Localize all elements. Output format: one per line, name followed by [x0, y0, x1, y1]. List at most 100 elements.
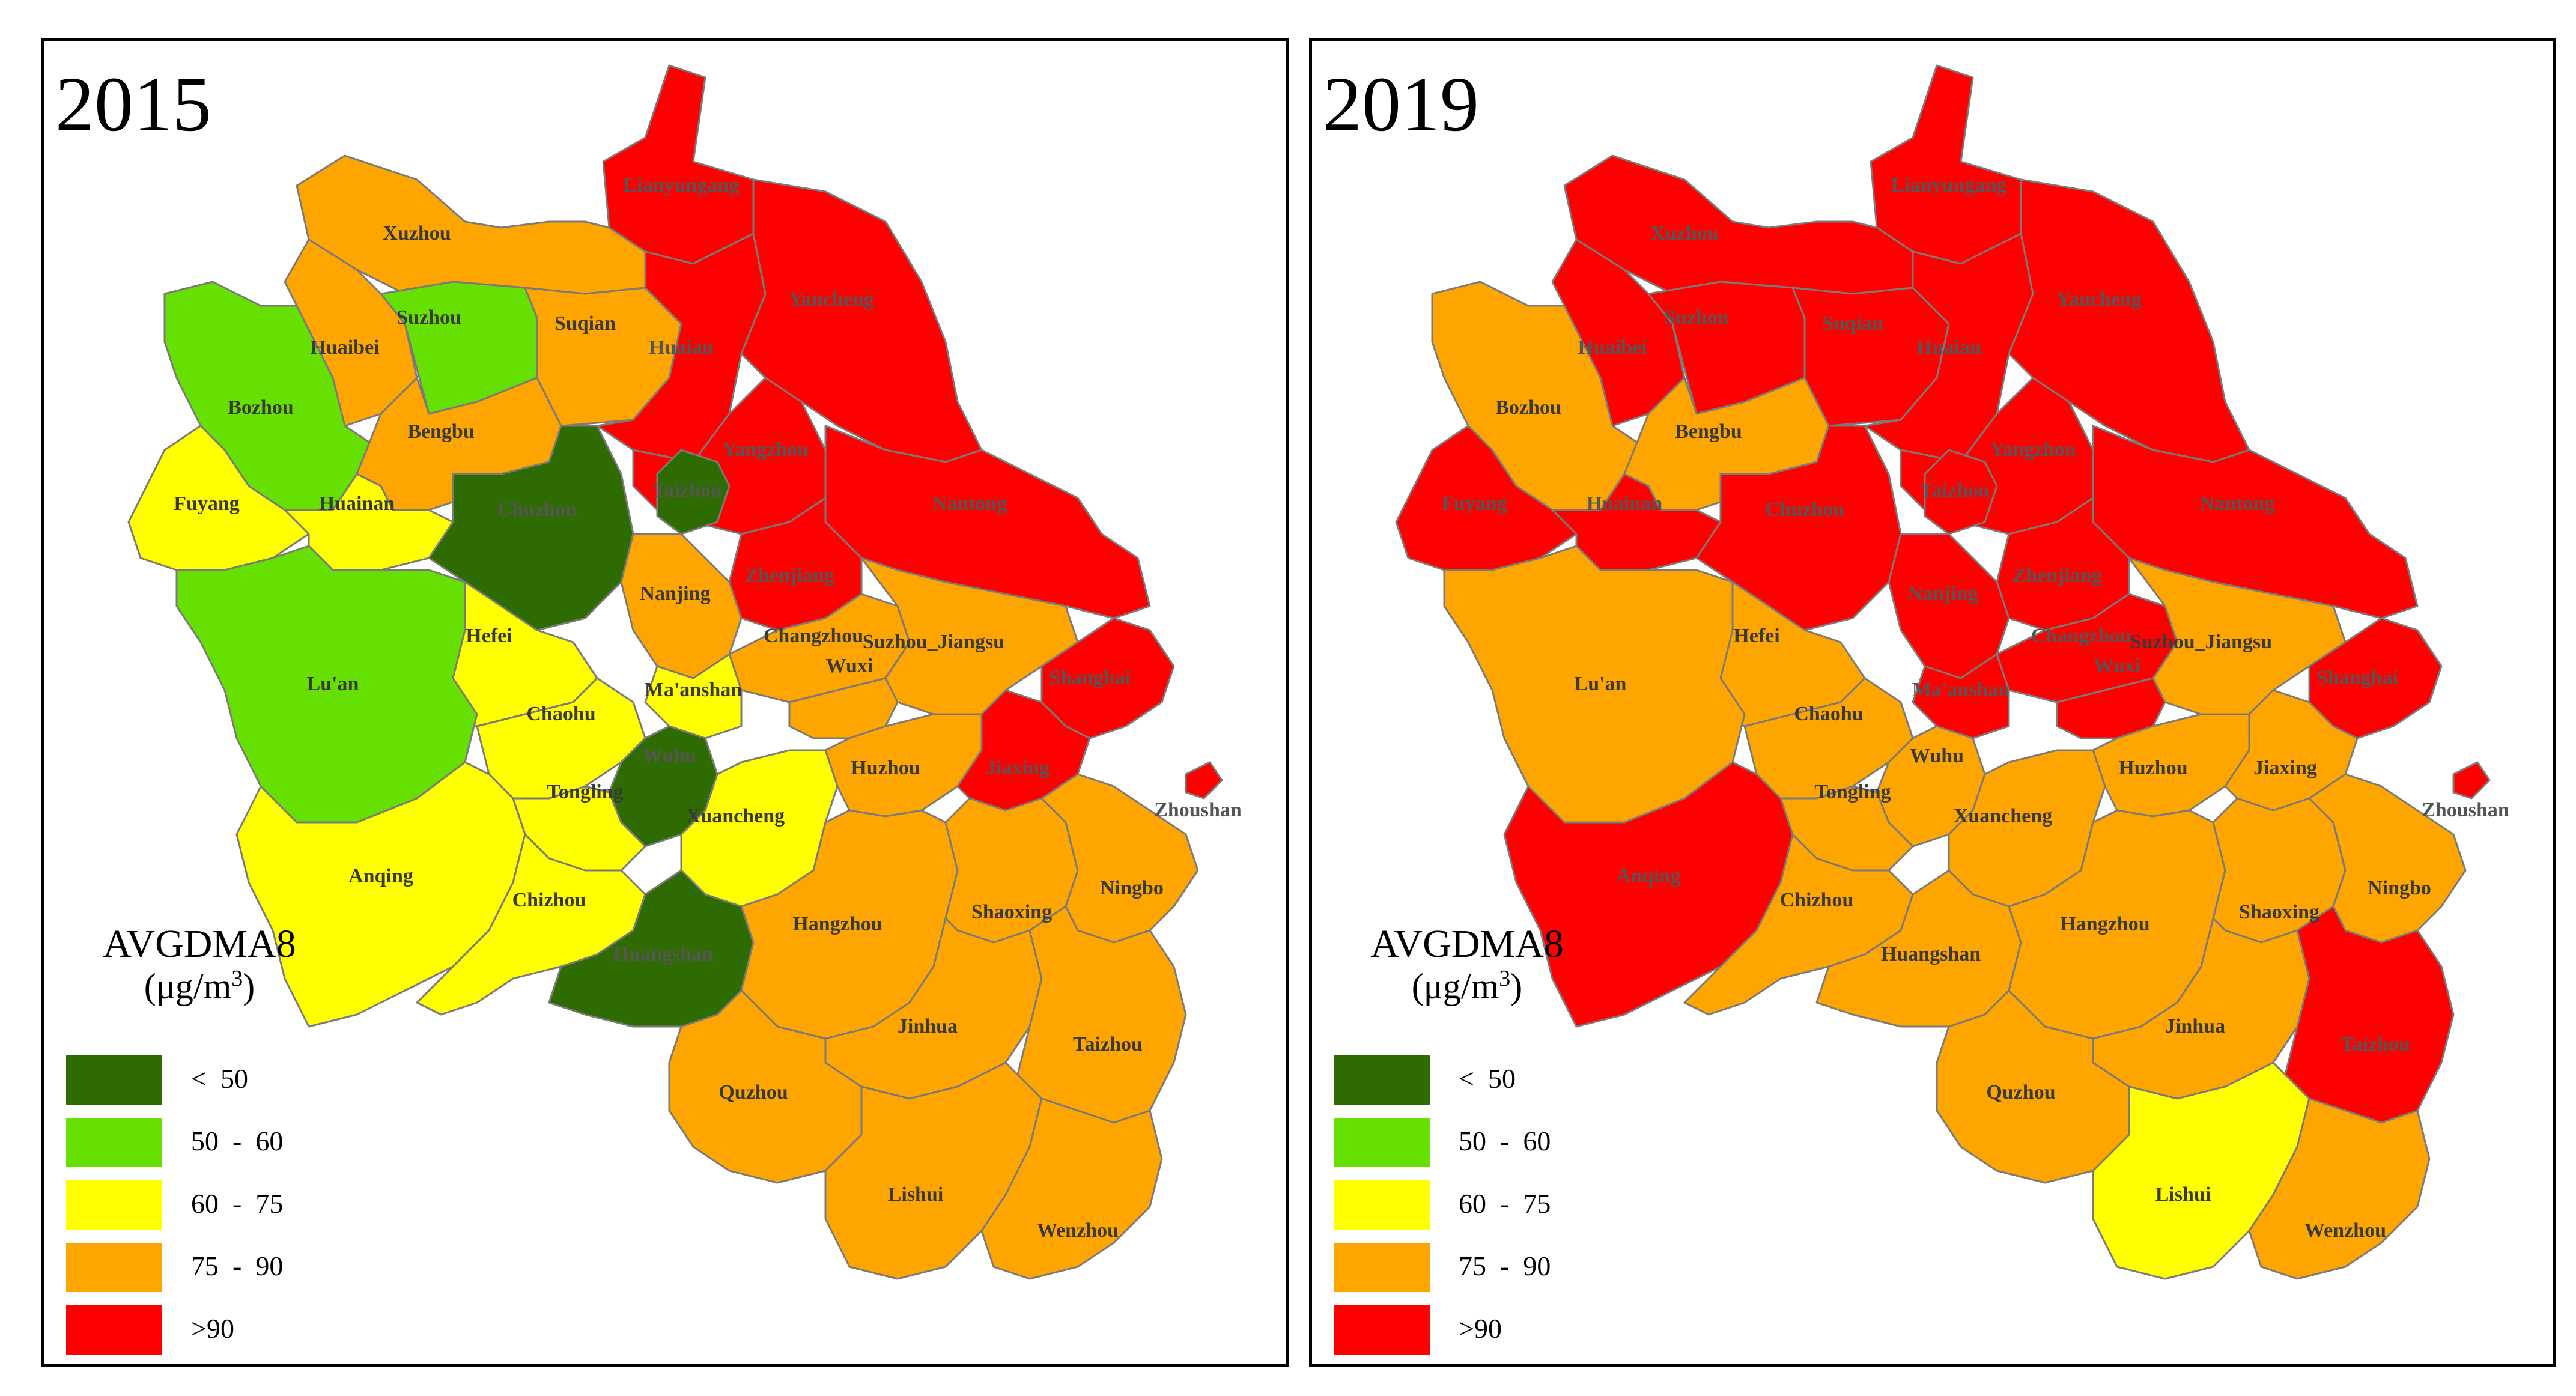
legend-label: 60 - 75	[191, 1188, 284, 1219]
legend-item-gt90: >90	[66, 1305, 427, 1355]
city-label-jinhua: Jinhua	[2165, 1015, 2225, 1037]
region-taizhou	[1016, 905, 1187, 1124]
city-label-taizhou: Taizhou	[1073, 1033, 1143, 1055]
city-label-wenzhou: Wenzhou	[1037, 1219, 1119, 1242]
city-label-jinhua: Jinhua	[898, 1015, 958, 1037]
legend-swatch	[1334, 1055, 1430, 1105]
city-label-shanghai: Shanghai	[1049, 667, 1131, 689]
city-label-chaohu: Chaohu	[526, 703, 595, 725]
city-label-chizhou: Chizhou	[1780, 889, 1854, 911]
city-label-yangzhou: Yangzhou	[1990, 439, 2076, 461]
city-label-huainan: Huainan	[1587, 493, 1663, 515]
legend-swatch	[66, 1118, 162, 1167]
city-label-hefei: Hefei	[1733, 625, 1779, 647]
region-wenzhou	[2248, 1097, 2431, 1280]
city-label-wuxi: Wuxi	[826, 655, 873, 677]
city-label-yancheng: Yancheng	[2056, 288, 2142, 311]
city-label-huaibei: Huaibei	[310, 336, 379, 359]
city-label-huaian: Huaian	[1916, 336, 1981, 359]
region-ningbo	[2308, 773, 2467, 944]
legend-item-75-90: 75 - 90	[1334, 1243, 1694, 1292]
city-label-huaibei: Huaibei	[1578, 336, 1647, 359]
legend-swatch	[66, 1305, 162, 1355]
legend-label: 60 - 75	[1459, 1188, 1551, 1219]
city-label-huaian: Huaian	[649, 336, 714, 359]
region-huaibei	[1551, 238, 1686, 427]
region-nanjing	[620, 533, 743, 679]
legend-label: 75 - 90	[1459, 1251, 1551, 1281]
legend-swatch	[66, 1243, 162, 1292]
city-label-shaoxing: Shaoxing	[971, 901, 1052, 923]
city-label-lu-an: Lu'an	[307, 673, 359, 695]
city-label-chizhou: Chizhou	[512, 889, 586, 911]
city-label-chuzhou: Chuzhou	[1765, 499, 1844, 521]
city-label-huangshan: Huangshan	[613, 943, 713, 965]
city-label-hefei: Hefei	[466, 625, 512, 647]
legend-item-lt50: < 50	[66, 1055, 427, 1105]
city-label-changzhou: Changzhou	[2031, 625, 2131, 647]
region-zhoushan	[1185, 761, 1223, 800]
region-taizhou	[2284, 905, 2455, 1124]
city-label-zhenjiang: Zhenjiang	[2012, 565, 2101, 587]
city-label-shanghai: Shanghai	[2316, 667, 2398, 689]
city-label-chaohu: Chaohu	[1794, 703, 1863, 725]
city-label-fuyang: Fuyang	[174, 493, 240, 515]
city-label-wuhu: Wuhu	[642, 745, 696, 767]
map-year-title: 2019	[1323, 61, 1479, 148]
city-label-hangzhou: Hangzhou	[792, 913, 882, 935]
city-label-ningbo: Ningbo	[2368, 877, 2431, 899]
map-year-title: 2015	[55, 61, 211, 148]
city-label-suzhou-jiangsu: Suzhou_Jiangsu	[863, 631, 1004, 653]
region-ningbo	[1040, 773, 1199, 944]
city-label-lishui: Lishui	[2155, 1183, 2211, 1206]
choropleth-map: Lianyungang Xuzhou Suzhou Suqian Huaibei Huai…	[127, 64, 1242, 1280]
legend-item-50-60: 50 - 60	[1334, 1118, 1694, 1167]
legend-swatch	[1334, 1305, 1430, 1355]
legend-item-60-75: 60 - 75	[1334, 1180, 1694, 1230]
region-taizhou-js	[1924, 449, 1998, 535]
region-taizhou-js	[656, 449, 731, 535]
city-label-yangzhou: Yangzhou	[722, 439, 809, 461]
city-label-ningbo: Ningbo	[1100, 877, 1164, 899]
region-nantong	[824, 425, 1151, 619]
legend-item-gt90: >90	[1334, 1305, 1694, 1355]
city-label-bengbu: Bengbu	[407, 420, 475, 443]
city-label-chuzhou: Chuzhou	[497, 499, 577, 521]
city-label-bengbu: Bengbu	[1675, 420, 1742, 443]
region-nantong	[2092, 425, 2419, 619]
city-label-nantong: Nantong	[2200, 493, 2275, 515]
city-label-lu-an: Lu'an	[1575, 673, 1627, 695]
city-label-yancheng: Yancheng	[789, 288, 874, 311]
city-label-bozhou: Bozhou	[228, 396, 294, 419]
city-label-lishui: Lishui	[888, 1183, 944, 1206]
legend-swatch	[1334, 1180, 1430, 1230]
city-label-nantong: Nantong	[932, 493, 1007, 515]
city-label-shaoxing: Shaoxing	[2239, 901, 2319, 923]
city-label-huzhou: Huzhou	[2118, 757, 2187, 779]
city-label-tongling: Tongling	[547, 781, 623, 803]
legend-label: >90	[1459, 1313, 1502, 1344]
legend-title: AVGDMA8	[103, 922, 296, 966]
region-ma-anshan	[1912, 653, 2010, 739]
region-lu-an	[175, 545, 478, 824]
city-label-jiaxing: Jiaxing	[2253, 757, 2317, 779]
city-label-ma-anshan: Ma'anshan	[1912, 679, 2010, 701]
city-label-anqing: Anqing	[348, 865, 413, 887]
legend-item-60-75: 60 - 75	[66, 1180, 427, 1230]
region-zhoushan	[2452, 761, 2491, 800]
legend-label: >90	[191, 1313, 234, 1344]
legend-label: < 50	[1459, 1063, 1516, 1094]
city-label-changzhou: Changzhou	[764, 625, 863, 647]
city-label-bozhou: Bozhou	[1495, 396, 1561, 419]
city-label-suzhou-jiangsu: Suzhou_Jiangsu	[2130, 631, 2272, 653]
legend-label: 75 - 90	[191, 1251, 284, 1281]
legend-swatch	[1334, 1243, 1430, 1292]
legend-swatch	[66, 1180, 162, 1230]
city-label-xuancheng: Xuancheng	[1954, 805, 2052, 827]
city-label-xuzhou: Xuzhou	[383, 222, 451, 244]
legend-label: 50 - 60	[1459, 1126, 1551, 1156]
legend-label: < 50	[191, 1063, 248, 1094]
city-label-suzhou: Suzhou	[396, 306, 461, 329]
city-label-xuancheng: Xuancheng	[686, 805, 785, 827]
city-label-ma-anshan: Ma'anshan	[645, 679, 743, 701]
